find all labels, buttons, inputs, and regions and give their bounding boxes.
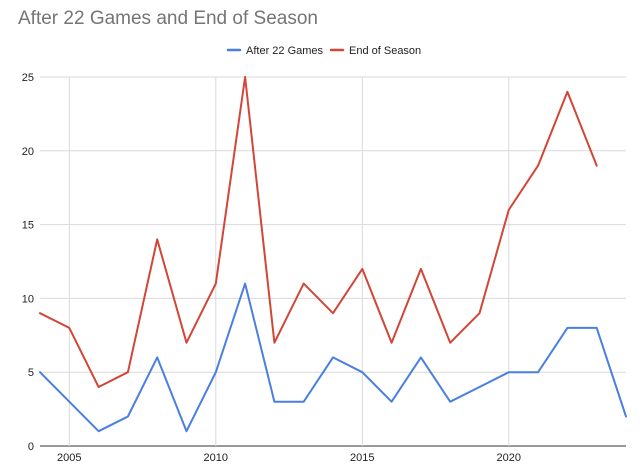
series-2-point <box>594 163 599 168</box>
chart-title: After 22 Games and End of Season <box>18 8 318 29</box>
y-tick-label: 5 <box>28 367 34 379</box>
series-1-point <box>213 370 218 375</box>
legend: After 22 Games End of Season <box>226 45 421 57</box>
series-1-point <box>184 429 189 434</box>
series-2-point <box>360 266 365 271</box>
x-tick-label: 2010 <box>204 452 228 464</box>
series-1-point <box>389 399 394 404</box>
y-tick-label: 0 <box>28 441 34 453</box>
series-line-1 <box>39 282 627 433</box>
series-2-point <box>477 311 482 316</box>
series-1-point <box>243 281 248 286</box>
series-2-point <box>243 75 248 80</box>
x-tick-label: 2020 <box>497 452 521 464</box>
series-2-point <box>389 340 394 345</box>
series-1-point <box>506 370 511 375</box>
series-1-point <box>360 370 365 375</box>
series-2-point <box>213 281 218 286</box>
series-2-point <box>506 207 511 212</box>
series-1-point <box>448 399 453 404</box>
series-2-point <box>38 311 43 316</box>
series-2-point <box>448 340 453 345</box>
legend-label-1: After 22 Games <box>246 45 324 57</box>
series-1-point <box>155 355 160 360</box>
series-1-point <box>565 325 570 330</box>
series-1-point <box>536 370 541 375</box>
series-2-point <box>184 340 189 345</box>
y-tick-label: 15 <box>22 220 34 232</box>
series-1-point <box>477 384 482 389</box>
series-2-point <box>155 237 160 242</box>
series-2-point <box>96 384 101 389</box>
series-line-2 <box>39 76 598 388</box>
series-1-point <box>301 399 306 404</box>
series-1-point <box>125 414 130 419</box>
series-1-point <box>96 429 101 434</box>
legend-label-2: End of Season <box>349 45 421 57</box>
series-2-point <box>331 311 336 316</box>
series-1-point <box>418 355 423 360</box>
y-tick-label: 10 <box>22 293 34 305</box>
series-1-point <box>38 370 43 375</box>
axis-layer: 0 5 10 15 20 25 2005 2010 2015 2020 <box>22 72 521 464</box>
series-2-point <box>565 89 570 94</box>
y-tick-label: 25 <box>22 72 34 84</box>
series-1-point <box>272 399 277 404</box>
series-1-point <box>594 325 599 330</box>
x-tick-label: 2015 <box>350 452 374 464</box>
series-2-point <box>301 281 306 286</box>
series-2-point <box>418 266 423 271</box>
series-1-point <box>331 355 336 360</box>
series-1-point <box>67 399 72 404</box>
series-2-point <box>536 163 541 168</box>
series-2-point <box>67 325 72 330</box>
series-2-point <box>125 370 130 375</box>
y-tick-label: 20 <box>22 146 34 158</box>
x-tick-label: 2005 <box>57 452 81 464</box>
series-layer <box>38 75 629 434</box>
grid-layer <box>40 76 626 447</box>
series-1-point <box>624 414 629 419</box>
series-2-point <box>272 340 277 345</box>
